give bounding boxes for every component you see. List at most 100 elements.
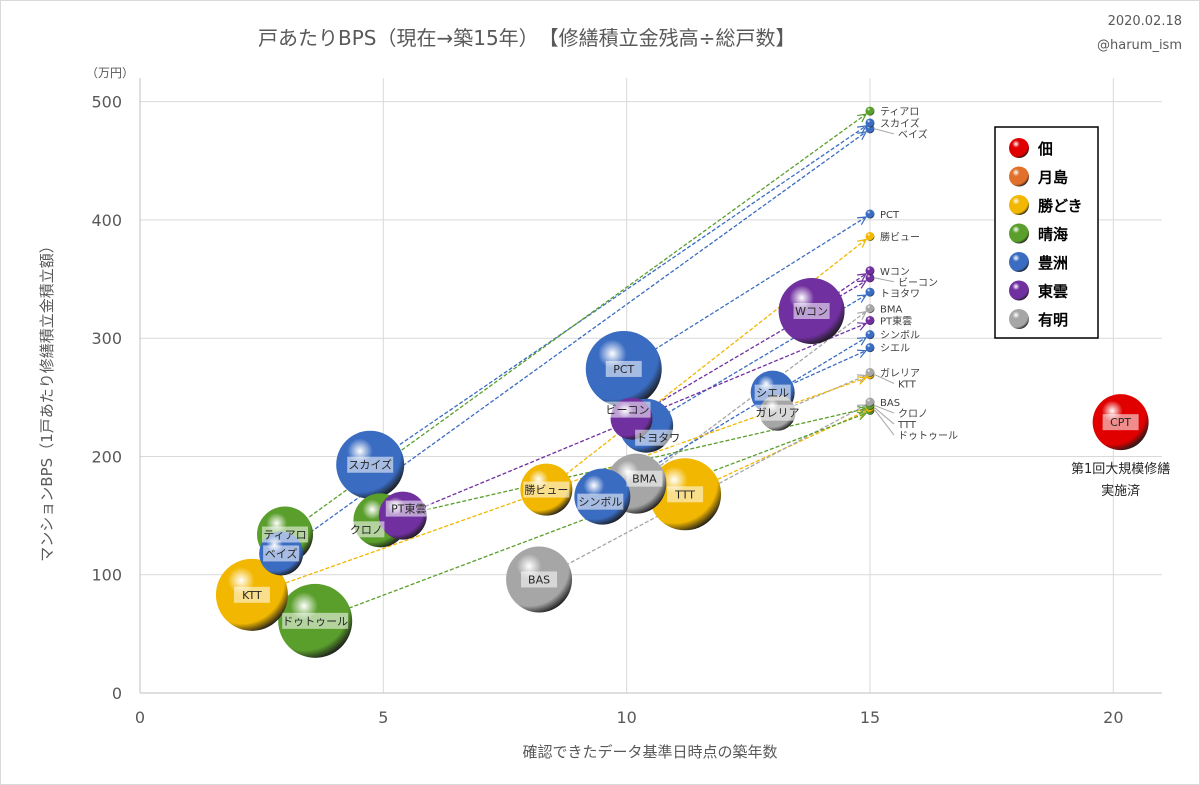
projection-label: シンボル (880, 330, 920, 342)
legend-label: 有明 (1038, 311, 1068, 329)
bubbles: PCTドゥトゥールTTTKTTスカイズWコンBASBMACPTシンボルティアロト… (215, 277, 1149, 658)
legend-label: 晴海 (1038, 226, 1068, 244)
y-tick-label: 500 (91, 93, 122, 112)
bubble-label: クロノ (350, 523, 383, 536)
projection-point (865, 397, 875, 407)
legend-marker (1009, 309, 1029, 329)
legend-label: 月島 (1037, 169, 1068, 187)
bubble-label-bg (523, 481, 570, 498)
projection-label: クロノ (898, 408, 928, 420)
label-leader-line (874, 405, 895, 414)
bubble-label: Wコン (795, 305, 828, 318)
projection-label: ガレリア (880, 367, 920, 379)
bubble-label: シエル (756, 387, 789, 400)
legend-label: 豊洲 (1038, 254, 1068, 272)
projection-point (865, 343, 875, 353)
bubble-label: ティアロ (263, 529, 306, 542)
bubble-label-group: 勝ビュー (523, 481, 570, 498)
projection-label: Wコン (880, 267, 910, 278)
label-leader-line (874, 374, 895, 384)
y-tick-label: 400 (91, 211, 122, 230)
projection-label: ベイズ (898, 128, 928, 141)
projection-label: 勝ビュー (880, 230, 920, 243)
projection-arrow (772, 351, 866, 394)
legend-marker (1009, 280, 1029, 301)
bubble-label-bg (626, 470, 663, 487)
chart-title: 戸あたりBPS（現在→築15年） 【修繕積立金残高÷総戸数】 (258, 26, 796, 50)
bubble-label-group: クロノ (348, 521, 385, 538)
bubble-label-bg (605, 360, 642, 377)
y-tick-label: 200 (91, 447, 122, 466)
projection-point (865, 304, 875, 314)
projection-label: スカイズ (880, 117, 920, 130)
bubble-label-group: ビーコン (604, 401, 651, 418)
bubble-label: BMA (632, 473, 657, 486)
projection-label: PT東雲 (880, 314, 912, 327)
projection-point (865, 330, 875, 340)
projection-point (865, 273, 875, 283)
projection-arrows (251, 114, 866, 622)
bubble-label-bg (521, 571, 558, 588)
projection-label: KTT (898, 379, 917, 390)
bubble-label: 勝ビュー (524, 483, 568, 497)
date-label: 2020.02.18 (1107, 14, 1182, 29)
bubble-label: KTT (242, 589, 262, 602)
projection-point (865, 118, 875, 128)
label-leader-line (874, 128, 895, 135)
axes: 0 100 200 300 400 500 0 5 10 15 20 確認できたデータ基準日時点の築年… (38, 66, 1170, 761)
bubble-label-group: TTT (667, 486, 704, 503)
projection-arrow (369, 126, 866, 466)
annotation-text: 第1回大規模修繕 (1071, 461, 1170, 477)
legend-label: 東雲 (1038, 283, 1068, 301)
x-tick-label: 20 (1103, 708, 1123, 727)
bubble-label-bg (233, 586, 270, 603)
bubble-label-group: ドゥトゥール (282, 612, 349, 629)
bubble-label-group: PCT (605, 360, 642, 377)
bubble-label: ガレリア (756, 407, 800, 420)
bubble-label-group: ティアロ (262, 526, 309, 543)
bubble-label-bg (754, 384, 791, 401)
label-leader-line (874, 277, 895, 283)
bubble-label-group: CPT (1102, 414, 1139, 431)
y-axis-unit: （万円） (86, 66, 134, 80)
projection-point (865, 367, 875, 377)
bubble-label-bg (262, 526, 309, 543)
projection-arrow (284, 114, 866, 536)
label-leader-line (874, 407, 895, 425)
y-tick-label: 0 (112, 684, 122, 703)
legend-marker (1009, 223, 1029, 244)
bubble-label: ビーコン (606, 404, 650, 417)
annotation-text: 実施済 (1101, 483, 1140, 499)
bubble-label-group: BMA (626, 470, 663, 487)
bubble-label-group: PT東雲 (385, 500, 432, 517)
projection-point (865, 287, 875, 297)
projection-label: トヨタワ (880, 288, 920, 300)
projection-label: BMA (880, 305, 902, 316)
y-tick-label: 100 (91, 566, 122, 585)
legend-marker (1009, 166, 1029, 187)
projection-arrow (631, 281, 866, 420)
bubble-label: BAS (528, 573, 550, 586)
projection-point (865, 209, 875, 219)
projection-point (865, 106, 875, 116)
projection-label: ティアロ (880, 107, 919, 118)
bubble-label: ベイズ (265, 546, 298, 560)
bubble-label-group: トヨタワ (635, 429, 682, 446)
bubble-label: TTT (674, 488, 695, 501)
x-axis-title: 確認できたデータ基準日時点の築年数 (522, 743, 777, 761)
bubble-label-bg (667, 486, 704, 503)
y-axis-title: マンションBPS（1戸あたり修繕積立金積立額） (38, 238, 56, 561)
bubble-label-group: シンボル (577, 493, 624, 510)
projection-label: シエル (880, 344, 910, 355)
x-tick-label: 0 (135, 708, 145, 727)
bubble-label-bg (793, 302, 830, 319)
bubble-label-bg (604, 401, 651, 418)
x-tick-label: 10 (616, 708, 636, 727)
legend-marker (1009, 252, 1029, 272)
projection-label: TTT (897, 420, 917, 431)
projection-point (865, 315, 875, 325)
bubble-label-group: ガレリア (754, 404, 801, 421)
y-tick-label: 300 (91, 329, 122, 348)
